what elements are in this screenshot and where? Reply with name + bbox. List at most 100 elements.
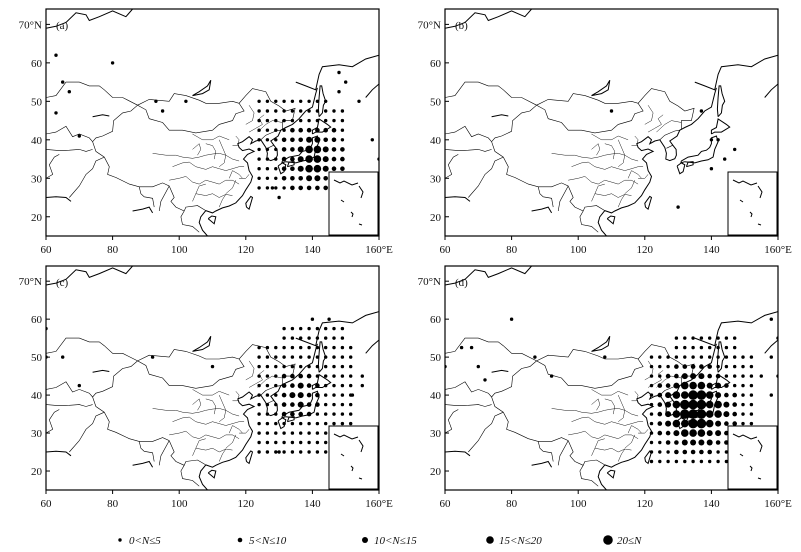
y-tick-label: 50 [430, 96, 442, 108]
station-dot [265, 118, 270, 123]
country-border [69, 156, 105, 198]
station-dot [716, 364, 720, 369]
legend-marker [486, 536, 494, 544]
station-dot [714, 400, 722, 409]
station-dot [469, 345, 474, 350]
station-dot [705, 400, 714, 409]
station-dot [331, 166, 337, 171]
station-dots [54, 53, 379, 200]
station-dot [357, 99, 361, 104]
station-dot [315, 127, 320, 133]
station-dot [340, 412, 345, 416]
station-dot [696, 409, 707, 419]
country-border [445, 154, 459, 179]
province-border [638, 429, 649, 434]
station-dot [306, 383, 312, 388]
country-border [158, 185, 170, 212]
province-border [638, 174, 649, 179]
legend-label: 10<N≤15 [374, 535, 417, 547]
station-dot [274, 431, 278, 435]
station-dot [290, 326, 295, 331]
station-dot [307, 421, 311, 426]
country-border [557, 185, 569, 212]
country-border [491, 141, 605, 212]
station-dot [665, 383, 671, 388]
station-dot [315, 431, 320, 435]
province-border [551, 153, 599, 159]
station-dot [749, 402, 754, 407]
station-dot [724, 392, 729, 398]
coastline [764, 83, 778, 98]
station-dot [290, 127, 295, 133]
station-dot [708, 336, 712, 340]
station-dot [340, 166, 345, 171]
station-dot [649, 459, 654, 464]
station-dot [332, 336, 336, 340]
station-dot [674, 336, 679, 340]
station-dot [708, 345, 712, 350]
panel-frame [45, 8, 380, 237]
x-tick-label: 120 [637, 244, 654, 256]
province-border [656, 120, 682, 133]
coastline [445, 266, 534, 286]
country-border [46, 409, 60, 434]
station-dot [665, 430, 671, 436]
coastline [445, 9, 534, 29]
station-dot [305, 145, 313, 154]
station-dot [658, 459, 662, 464]
coastline [198, 464, 208, 490]
y-tick-label: 30 [430, 428, 442, 440]
station-dot [715, 420, 722, 427]
station-dot [690, 449, 696, 455]
station-dot [683, 459, 687, 464]
station-dot [349, 383, 353, 388]
y-tick-label: 20 [31, 212, 43, 224]
station-dot [674, 355, 679, 359]
coastline [597, 464, 607, 490]
province-border [594, 193, 632, 198]
station-dot [150, 355, 155, 359]
x-tick-label: 140 [304, 244, 321, 256]
province-border [257, 375, 283, 388]
country-border [46, 154, 60, 179]
country-border [468, 411, 504, 453]
country-border [468, 156, 504, 198]
station-dot [290, 345, 295, 350]
station-dot [657, 392, 663, 398]
province-border [195, 447, 233, 453]
station-dot [274, 118, 278, 123]
station-dot [696, 418, 707, 429]
station-dot [332, 326, 336, 331]
station-dot [340, 156, 345, 162]
station-dot [306, 373, 312, 379]
station-dot [716, 459, 720, 464]
station-dot [665, 411, 672, 418]
station-dot [281, 373, 287, 379]
station-dot [324, 440, 328, 445]
province-border [169, 430, 213, 439]
station-dot [716, 336, 720, 340]
inset-frame [328, 171, 379, 236]
station-dot [666, 355, 670, 359]
country-border [445, 125, 492, 142]
y-tick-label: 30 [430, 173, 442, 185]
province-border [551, 408, 599, 414]
x-tick-label: 80 [506, 498, 518, 510]
station-dot [657, 430, 663, 436]
country-border [46, 381, 93, 398]
coastline [680, 135, 719, 164]
y-tick-label: 60 [430, 314, 442, 326]
country-border [138, 441, 155, 462]
province-border [611, 179, 639, 185]
station-dot [265, 402, 270, 407]
x-tick-label: 160°E [764, 498, 792, 510]
y-tick-label: 70°N [19, 276, 42, 288]
coastline [491, 369, 509, 373]
y-tick-label: 50 [430, 352, 442, 364]
station-dot [688, 399, 698, 410]
station-dot [282, 336, 286, 340]
station-dot [688, 409, 698, 419]
station-dot [274, 147, 278, 152]
station-dot [306, 136, 313, 143]
province-border [199, 153, 240, 162]
